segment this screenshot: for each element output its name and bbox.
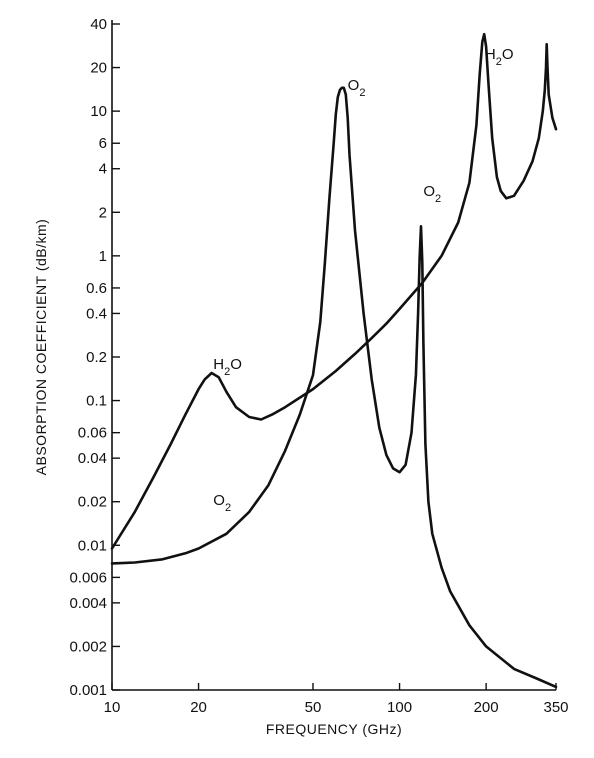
y-tick-label: 40 [90,16,107,33]
y-tick-label: 6 [99,135,107,152]
y-tick-label: 0.001 [69,682,107,699]
axes [111,20,556,691]
y-axis-title: ABSORPTION COEFFICIENT (dB/km) [33,219,49,476]
y-tick-label: 0.01 [78,537,107,554]
y-tick-label: 0.6 [86,280,107,297]
y-tick-label: 0.02 [78,494,107,511]
x-tick-label: 20 [190,699,207,716]
y-tick-label: 0.002 [69,638,107,655]
y-tick-label: 10 [90,103,107,120]
y-tick-label: 0.006 [69,569,107,586]
y-axis-ticks: 40 20 10 6 4 2 1 0.6 0.4 0.2 0.1 0.06 0.04 0.02 0.01 0.… [69,16,120,699]
y-tick-label: 0.2 [86,349,107,366]
y-tick-label: 4 [99,161,107,178]
annotation-h2o: H2O [485,46,514,68]
annotation-o2: O2 [423,183,441,205]
y-tick-label: 2 [99,204,107,221]
y-tick-label: 0.04 [78,450,107,467]
curve-annotations: O2 O2 H2O H2O O2 [213,46,513,514]
y-tick-label: 0.004 [69,595,107,612]
x-tick-label: 10 [104,699,121,716]
x-tick-label: 100 [387,699,412,716]
series-line-h2o [110,32,558,550]
y-tick-label: 0.06 [78,425,107,442]
x-tick-label: 350 [543,699,568,716]
y-tick-label: 0.4 [86,305,107,322]
x-axis-title: FREQUENCY (GHz) [266,721,402,737]
annotation-h2o: H2O [213,356,242,378]
y-tick-label: 1 [99,248,107,265]
annotation-o2: O2 [213,492,231,514]
annotation-o2: O2 [348,77,366,99]
series-line-o2 [110,86,558,689]
x-tick-label: 200 [474,699,499,716]
y-tick-label: 0.1 [86,393,107,410]
y-tick-label: 20 [90,60,107,77]
x-axis-ticks: 10 20 50 100 200 350 [104,683,569,716]
x-tick-label: 50 [305,699,322,716]
series-curves [110,32,558,689]
